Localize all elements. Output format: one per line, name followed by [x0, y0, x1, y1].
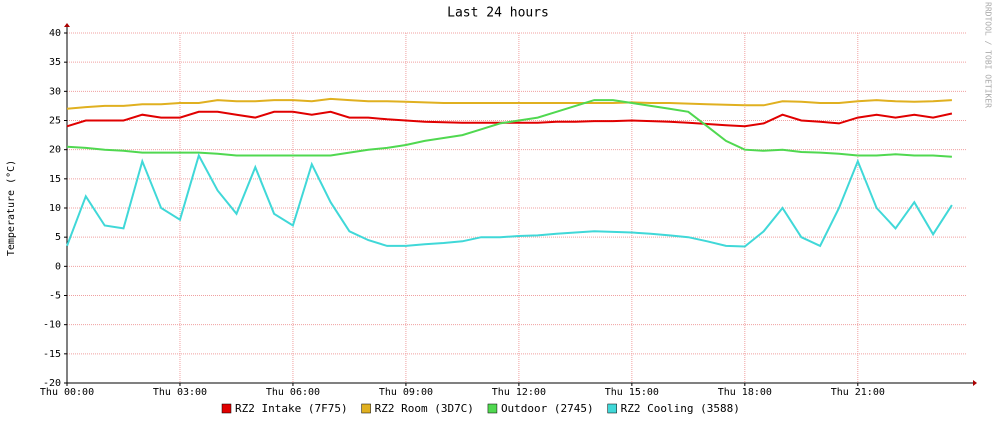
x-tick-label: Thu 09:00: [379, 387, 433, 398]
y-tick-label: 25: [49, 116, 61, 127]
y-tick-label: 15: [49, 174, 61, 185]
x-tick-label: Thu 21:00: [831, 387, 885, 398]
y-tick-label: -20: [43, 378, 61, 389]
axis-arrow: [64, 23, 70, 27]
watermark: RRDTOOL / TOBI OETIKER: [984, 2, 993, 108]
legend-swatch: [361, 403, 371, 414]
y-tick-label: 40: [49, 28, 61, 39]
y-tick-label: 0: [55, 261, 61, 272]
axis-arrow: [973, 380, 977, 386]
x-tick-label: Thu 18:00: [718, 387, 772, 398]
legend-label: RZ2 Intake (7F75): [235, 402, 348, 415]
legend-swatch: [487, 403, 498, 414]
legend-swatch: [607, 403, 617, 414]
x-tick-label: Thu 00:00: [40, 387, 94, 398]
y-tick-label: -5: [49, 291, 61, 302]
series-line: [66, 99, 952, 158]
x-tick-label: Thu 12:00: [492, 387, 546, 398]
x-tick-label: Thu 03:00: [153, 387, 207, 398]
y-tick-label: 20: [49, 145, 61, 156]
legend-label: RZ2 Cooling (3588): [621, 402, 740, 415]
legend-swatch: [221, 403, 232, 414]
y-axis-label: Temperature (°C): [6, 160, 17, 256]
y-tick-label: 35: [49, 57, 61, 68]
x-tick-label: Thu 06:00: [266, 387, 320, 398]
y-tick-label: 5: [55, 232, 61, 243]
chart-title: Last 24 hours: [447, 6, 549, 21]
y-tick-label: 10: [49, 203, 61, 214]
legend-label: Outdoor (2745): [501, 402, 594, 415]
series-line: [66, 152, 953, 248]
y-tick-label: 30: [49, 86, 61, 97]
y-tick-label: -10: [43, 320, 61, 331]
y-tick-label: -15: [43, 349, 61, 360]
legend-label: RZ2 Room (3D7C): [375, 402, 474, 415]
series-line: [66, 97, 952, 110]
x-tick-label: Thu 15:00: [605, 387, 659, 398]
